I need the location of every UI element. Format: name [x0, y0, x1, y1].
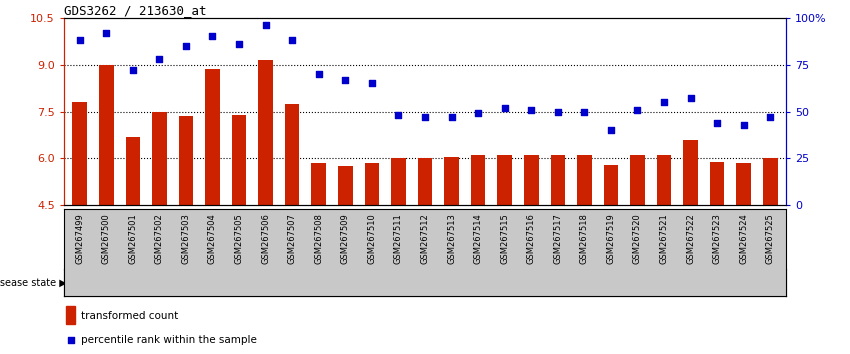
Bar: [66, 269, 305, 296]
Point: [683, 96, 697, 101]
Bar: [305, 269, 784, 296]
Bar: [391, 159, 405, 205]
Point: [604, 127, 618, 133]
Bar: [232, 115, 246, 205]
Bar: [497, 155, 512, 205]
Bar: [630, 155, 645, 205]
Text: GSM267512: GSM267512: [421, 213, 429, 264]
Point: [524, 107, 538, 113]
Point: [418, 114, 432, 120]
Bar: [710, 161, 724, 205]
Bar: [99, 65, 114, 205]
Text: disease state ▶: disease state ▶: [0, 277, 66, 287]
Point: [286, 38, 299, 43]
Point: [711, 120, 724, 126]
Bar: [657, 155, 672, 205]
Point: [471, 110, 484, 116]
Text: GSM267499: GSM267499: [75, 213, 84, 264]
Text: GSM267516: GSM267516: [527, 213, 536, 264]
Bar: [72, 102, 87, 205]
Text: GSM267500: GSM267500: [102, 213, 110, 264]
Point: [232, 41, 246, 47]
Text: GSM267502: GSM267502: [155, 213, 164, 264]
Text: GSM267520: GSM267520: [633, 213, 642, 264]
Text: GSM267515: GSM267515: [500, 213, 509, 264]
Bar: [365, 163, 379, 205]
Bar: [604, 165, 618, 205]
Text: GSM267509: GSM267509: [341, 213, 350, 264]
Point: [498, 105, 512, 110]
Point: [365, 80, 378, 86]
Bar: [338, 166, 353, 205]
Point: [206, 34, 219, 39]
Bar: [65, 306, 75, 324]
Point: [392, 113, 405, 118]
Text: GSM267506: GSM267506: [261, 213, 270, 264]
Bar: [152, 112, 167, 205]
Point: [312, 71, 326, 77]
Text: GSM267505: GSM267505: [235, 213, 244, 264]
Bar: [763, 159, 778, 205]
Bar: [417, 159, 433, 205]
Text: GSM267517: GSM267517: [553, 213, 563, 264]
Text: GSM267507: GSM267507: [287, 213, 297, 264]
Bar: [524, 155, 539, 205]
Text: transformed count: transformed count: [81, 310, 178, 321]
Text: GSM267511: GSM267511: [394, 213, 403, 264]
Point: [126, 67, 139, 73]
Point: [551, 109, 564, 114]
Point: [179, 43, 193, 48]
Text: percentile rank within the sample: percentile rank within the sample: [81, 335, 257, 345]
Bar: [126, 137, 140, 205]
Point: [73, 38, 87, 43]
Bar: [736, 163, 751, 205]
Text: GSM267523: GSM267523: [712, 213, 722, 264]
Text: Yolk sac tumor: Yolk sac tumor: [504, 277, 585, 287]
Bar: [577, 155, 592, 205]
Bar: [205, 69, 220, 205]
Point: [338, 77, 352, 82]
Bar: [311, 163, 326, 205]
Point: [763, 114, 777, 120]
Text: GSM267519: GSM267519: [606, 213, 615, 264]
Text: GDS3262 / 213630_at: GDS3262 / 213630_at: [64, 4, 207, 17]
Point: [577, 109, 591, 114]
Bar: [551, 155, 565, 205]
Text: GSM267514: GSM267514: [473, 213, 483, 264]
Point: [737, 122, 751, 127]
Bar: [445, 157, 459, 205]
Bar: [683, 140, 698, 205]
Text: GSM267513: GSM267513: [447, 213, 456, 264]
Bar: [178, 116, 193, 205]
Text: GSM267510: GSM267510: [367, 213, 377, 264]
Point: [311, 199, 325, 205]
Point: [445, 114, 458, 120]
Bar: [285, 104, 299, 205]
Bar: [471, 155, 485, 205]
Text: GSM267508: GSM267508: [314, 213, 323, 264]
Bar: [258, 60, 273, 205]
Point: [99, 30, 113, 35]
Point: [258, 22, 272, 28]
Point: [152, 56, 166, 62]
Text: GSM267525: GSM267525: [766, 213, 775, 264]
Point: [631, 107, 644, 113]
Text: GSM267504: GSM267504: [208, 213, 217, 264]
Point: [657, 99, 671, 105]
Text: GSM267522: GSM267522: [686, 213, 695, 264]
Text: GSM267501: GSM267501: [128, 213, 138, 264]
Text: Seminoma: Seminoma: [156, 277, 216, 287]
Text: GSM267524: GSM267524: [740, 213, 748, 264]
Text: GSM267518: GSM267518: [580, 213, 589, 264]
Text: GSM267521: GSM267521: [660, 213, 669, 264]
Text: GSM267503: GSM267503: [181, 213, 190, 264]
